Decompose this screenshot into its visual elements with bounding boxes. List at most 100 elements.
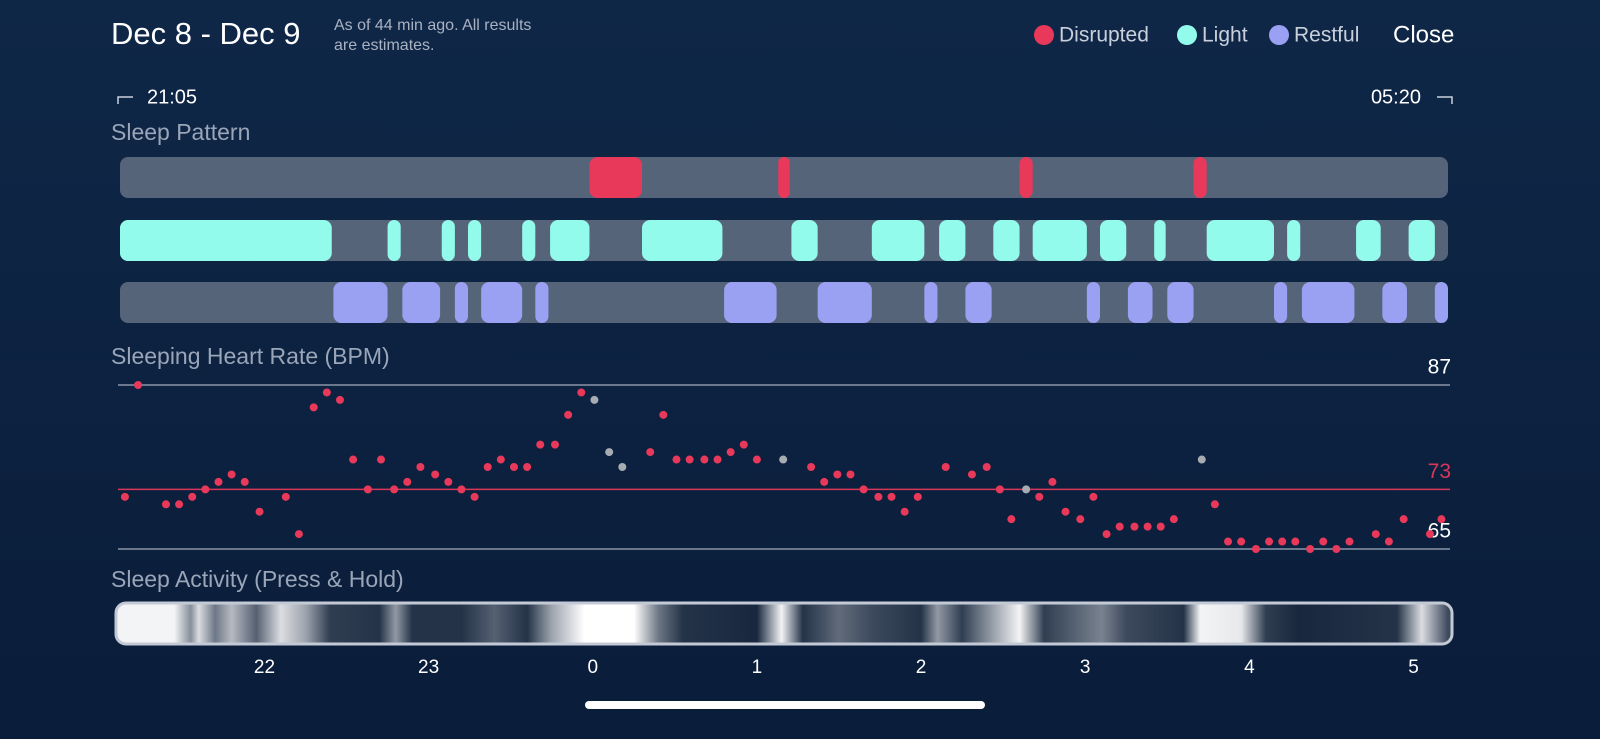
- heart-rate-point: [1076, 515, 1085, 524]
- sleep-segment: [454, 282, 469, 323]
- heart-rate-point: [1089, 492, 1098, 501]
- sleep-segment: [120, 220, 332, 261]
- sleep-segment: [1154, 220, 1166, 261]
- sleep-segment: [1434, 282, 1448, 323]
- sleep-segment: [481, 282, 523, 323]
- heart-rate-point: [685, 455, 694, 464]
- sleep-segment: [1273, 282, 1288, 323]
- sleep-segment: [1206, 220, 1274, 261]
- heart-rate-point: [457, 485, 466, 494]
- sleep-segment: [535, 282, 549, 323]
- activity-strip: [114, 601, 1454, 646]
- heart-rate-point: [1437, 515, 1446, 524]
- heart-rate-point: [390, 485, 399, 494]
- x-tick-label: 22: [254, 657, 275, 678]
- x-tick-label: 5: [1408, 657, 1419, 678]
- heart-rate-point: [403, 477, 412, 486]
- heart-rate-point: [833, 470, 842, 479]
- heart-rate-point: [1237, 537, 1246, 546]
- x-tick-label: 3: [1080, 657, 1091, 678]
- heart-rate-point: [1319, 537, 1328, 546]
- heart-rate-point: [1251, 545, 1260, 553]
- close-button[interactable]: Close: [1393, 21, 1454, 48]
- heart-rate-point: [779, 455, 788, 464]
- range-corner: [1437, 96, 1453, 104]
- heart-rate-point: [1306, 545, 1315, 553]
- sleep-segment: [387, 220, 401, 261]
- end-time: 05:20: [1371, 86, 1421, 108]
- heart-rate-point: [536, 440, 545, 449]
- start-time: 21:05: [147, 86, 197, 108]
- heart-rate-point: [1102, 530, 1111, 539]
- heart-rate-point: [161, 500, 170, 509]
- sleep-segment: [522, 220, 536, 261]
- track: [120, 282, 1448, 323]
- legend-label: Light: [1202, 24, 1248, 47]
- heart-rate-point: [1224, 537, 1233, 546]
- y-tick-label: 87: [1428, 356, 1451, 379]
- heart-rate-point: [201, 485, 210, 494]
- legend-swatch: [1177, 25, 1197, 45]
- heart-rate-point: [483, 463, 492, 471]
- heart-rate-point: [590, 395, 599, 404]
- sleep-segment: [1287, 220, 1301, 261]
- heart-rate-point: [846, 470, 855, 479]
- heart-rate-point: [416, 463, 425, 471]
- heart-rate-point: [120, 492, 129, 501]
- heart-rate-point: [1384, 537, 1393, 546]
- heart-rate-point: [700, 455, 709, 464]
- heart-rate-point: [363, 485, 372, 494]
- sleep-segment: [333, 282, 388, 323]
- heart-rate-point: [523, 463, 532, 471]
- sleep-segment: [1099, 220, 1127, 261]
- heart-rate-point: [739, 440, 748, 449]
- heart-rate-point: [577, 388, 586, 397]
- x-tick-label: 23: [418, 657, 439, 678]
- heart-rate-point: [913, 492, 922, 501]
- heart-rate-point: [240, 477, 249, 486]
- subtitle: are estimates.: [334, 37, 434, 54]
- heart-rate-point: [214, 477, 223, 486]
- sleep-segment: [871, 220, 925, 261]
- heart-rate-point: [551, 440, 560, 449]
- sleep-segment: [1019, 157, 1033, 198]
- heart-rate-point: [659, 410, 668, 419]
- heart-rate-point: [887, 492, 896, 501]
- heart-rate-point: [1265, 537, 1274, 546]
- heart-rate-point: [995, 485, 1004, 494]
- heart-rate-point: [1169, 515, 1178, 524]
- legend-label: Disrupted: [1059, 24, 1149, 47]
- sleep-segment: [1356, 220, 1381, 261]
- sleep-segment: [724, 282, 777, 323]
- heart-rate-point: [377, 455, 386, 464]
- legend-swatch: [1269, 25, 1289, 45]
- heart-rate-point: [859, 485, 868, 494]
- heart-rate-point: [227, 470, 236, 479]
- heart-rate-point: [1143, 522, 1152, 531]
- heart-rate-point: [1022, 485, 1031, 494]
- heart-rate-point: [1007, 515, 1016, 524]
- heart-rate-point: [1291, 537, 1300, 546]
- heart-rate-point: [1048, 477, 1057, 486]
- sleep-segment: [993, 220, 1020, 261]
- heart-rate-point: [349, 455, 358, 464]
- heart-rate-point: [564, 410, 573, 419]
- x-tick-label: 1: [752, 657, 763, 678]
- sleep-segment: [550, 220, 590, 261]
- heart-rate-point: [1399, 515, 1408, 524]
- legend-label: Restful: [1294, 24, 1359, 47]
- heart-rate-point: [444, 477, 453, 486]
- title: Dec 8 - Dec 9: [111, 16, 301, 51]
- sleep-segment: [468, 220, 482, 261]
- heart-rate-point: [713, 455, 722, 464]
- heart-rate-point: [470, 492, 479, 501]
- sleep-segment: [1032, 220, 1087, 261]
- heart-rate-point: [309, 403, 318, 412]
- heart-rate-point: [175, 500, 184, 509]
- heart-rate-point: [672, 455, 681, 464]
- heart-rate-point: [1061, 507, 1070, 516]
- heart-rate-point: [900, 507, 909, 516]
- heart-rate-point: [188, 492, 197, 501]
- heart-rate-point: [431, 470, 440, 479]
